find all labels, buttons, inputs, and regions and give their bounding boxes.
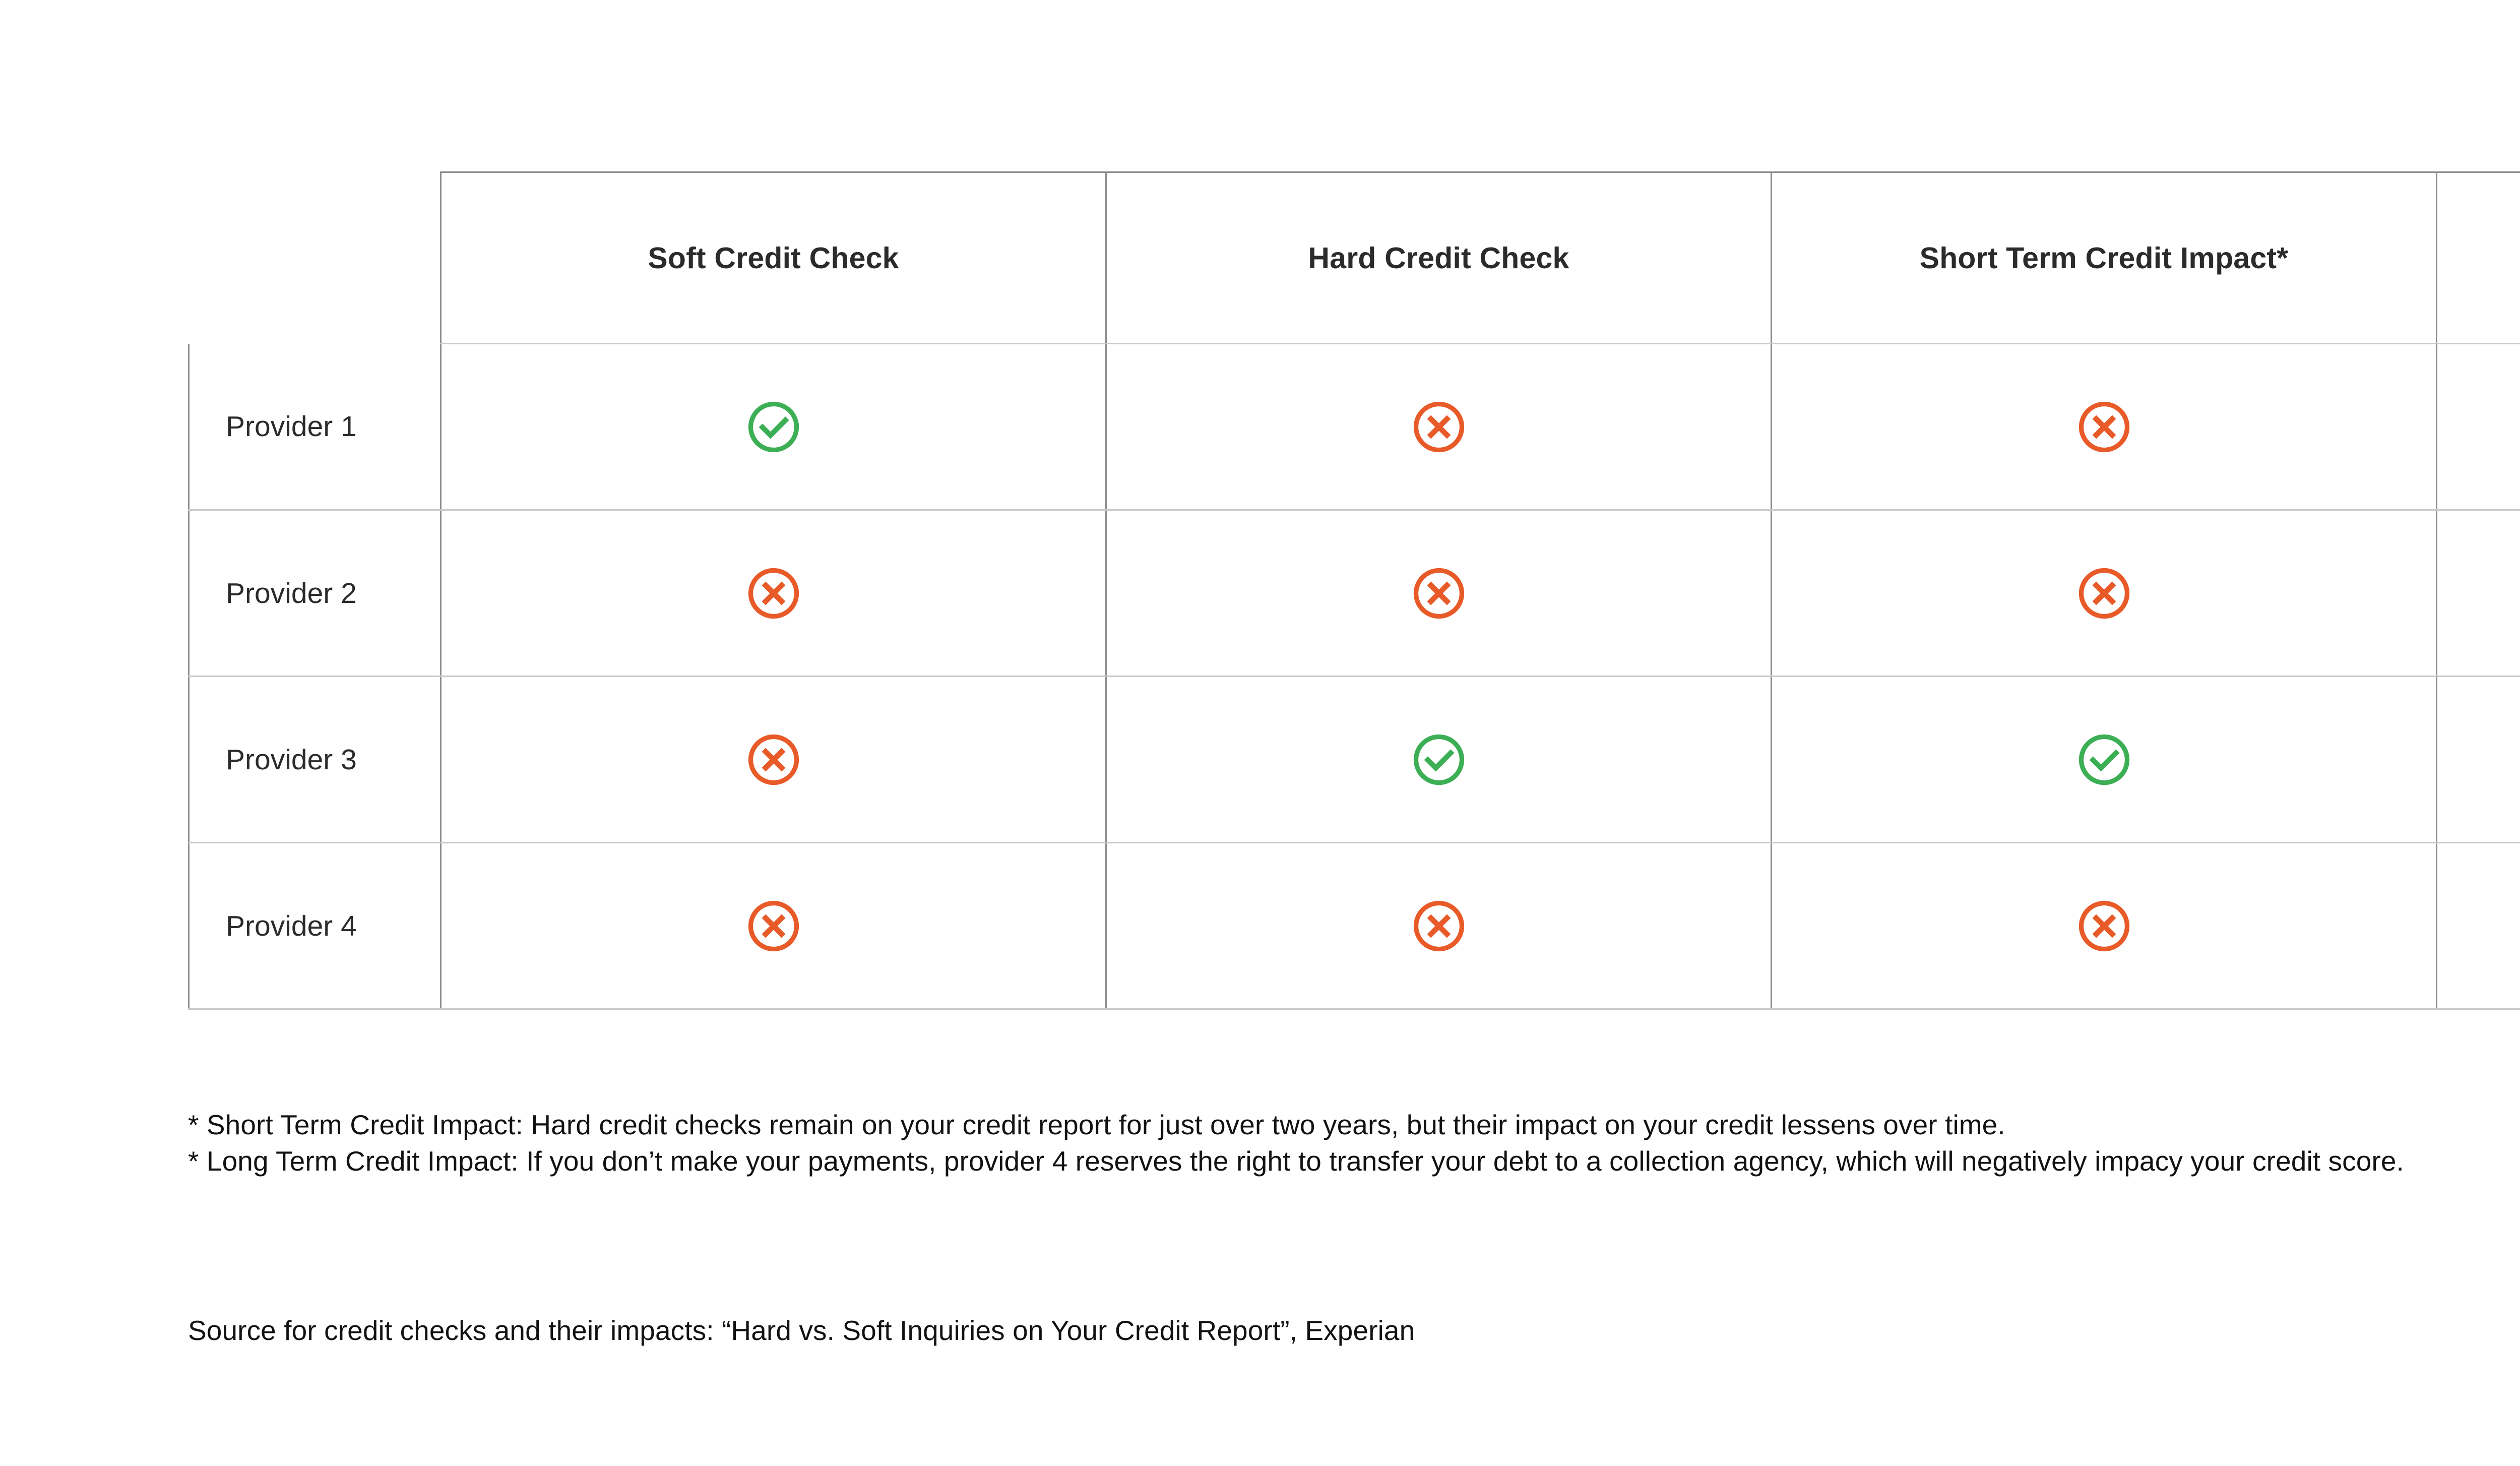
row-label-provider-2: Provider 2 [188,510,441,677]
table-body: Provider 1 Provider 2 Provider 3 [188,343,2520,1010]
cell-provider-4-long-term-credit-impact [2436,842,2520,1010]
cell-provider-2-long-term-credit-impact [2436,510,2520,677]
table-header-row: Soft Credit Check Hard Credit Check Shor… [189,171,2520,344]
table-row: Provider 2 [188,510,2520,677]
check-circle-icon [745,399,802,455]
cell-provider-3-hard-credit-check [1105,676,1772,843]
check-circle-icon [2076,731,2132,788]
footnote-long-term-credit-impact: * Long Term Credit Impact: If you don’t … [188,1145,2404,1177]
check-circle-icon [1411,731,1467,788]
cell-provider-1-long-term-credit-impact [2436,343,2520,511]
cross-circle-icon [2076,399,2132,455]
cross-circle-icon [745,731,802,788]
cross-circle-icon [745,565,802,622]
column-header-hard-credit-check: Hard Credit Check [1105,171,1772,344]
footnotes-block: * Short Term Credit Impact: Hard credit … [188,1107,2520,1179]
table-header: Soft Credit Check Hard Credit Check Shor… [189,171,2520,344]
column-header-soft-credit-check: Soft Credit Check [440,171,1106,344]
cell-provider-2-hard-credit-check [1105,510,1772,677]
cell-provider-3-long-term-credit-impact [2436,676,2520,843]
table-row: Provider 4 [188,842,2520,1010]
table-row: Provider 1 [188,343,2520,511]
cross-circle-icon [2076,898,2132,954]
cross-circle-icon [1411,565,1467,622]
cross-circle-icon [1411,898,1467,954]
cell-provider-4-soft-credit-check [440,842,1106,1010]
cell-provider-3-short-term-credit-impact [1771,676,2437,843]
credit-comparison-table-container: Soft Credit Check Hard Credit Check Shor… [188,171,2520,1010]
column-header-short-term-credit-impact: Short Term Credit Impact* [1771,171,2437,344]
cell-provider-1-soft-credit-check [440,343,1106,511]
row-label-provider-1: Provider 1 [188,343,441,511]
column-header-long-term-credit-impact: Long Term Credit Impact* [2436,171,2520,344]
cell-provider-1-short-term-credit-impact [1771,343,2437,511]
cross-circle-icon [1411,399,1467,455]
cross-circle-icon [2076,565,2132,622]
cell-provider-4-short-term-credit-impact [1771,842,2437,1010]
cell-provider-4-hard-credit-check [1105,842,1772,1010]
row-label-provider-3: Provider 3 [188,676,441,843]
cell-provider-2-soft-credit-check [440,510,1106,677]
cell-provider-3-soft-credit-check [440,676,1106,843]
table-row: Provider 3 [188,676,2520,843]
row-label-provider-4: Provider 4 [188,842,441,1010]
cell-provider-1-hard-credit-check [1105,343,1772,511]
footnote-short-term-credit-impact: * Short Term Credit Impact: Hard credit … [188,1109,2005,1140]
table-corner-cell [189,172,441,344]
source-attribution: Source for credit checks and their impac… [188,1315,1415,1346]
cross-circle-icon [745,898,802,954]
credit-comparison-table: Soft Credit Check Hard Credit Check Shor… [188,171,2520,1010]
cell-provider-2-short-term-credit-impact [1771,510,2437,677]
